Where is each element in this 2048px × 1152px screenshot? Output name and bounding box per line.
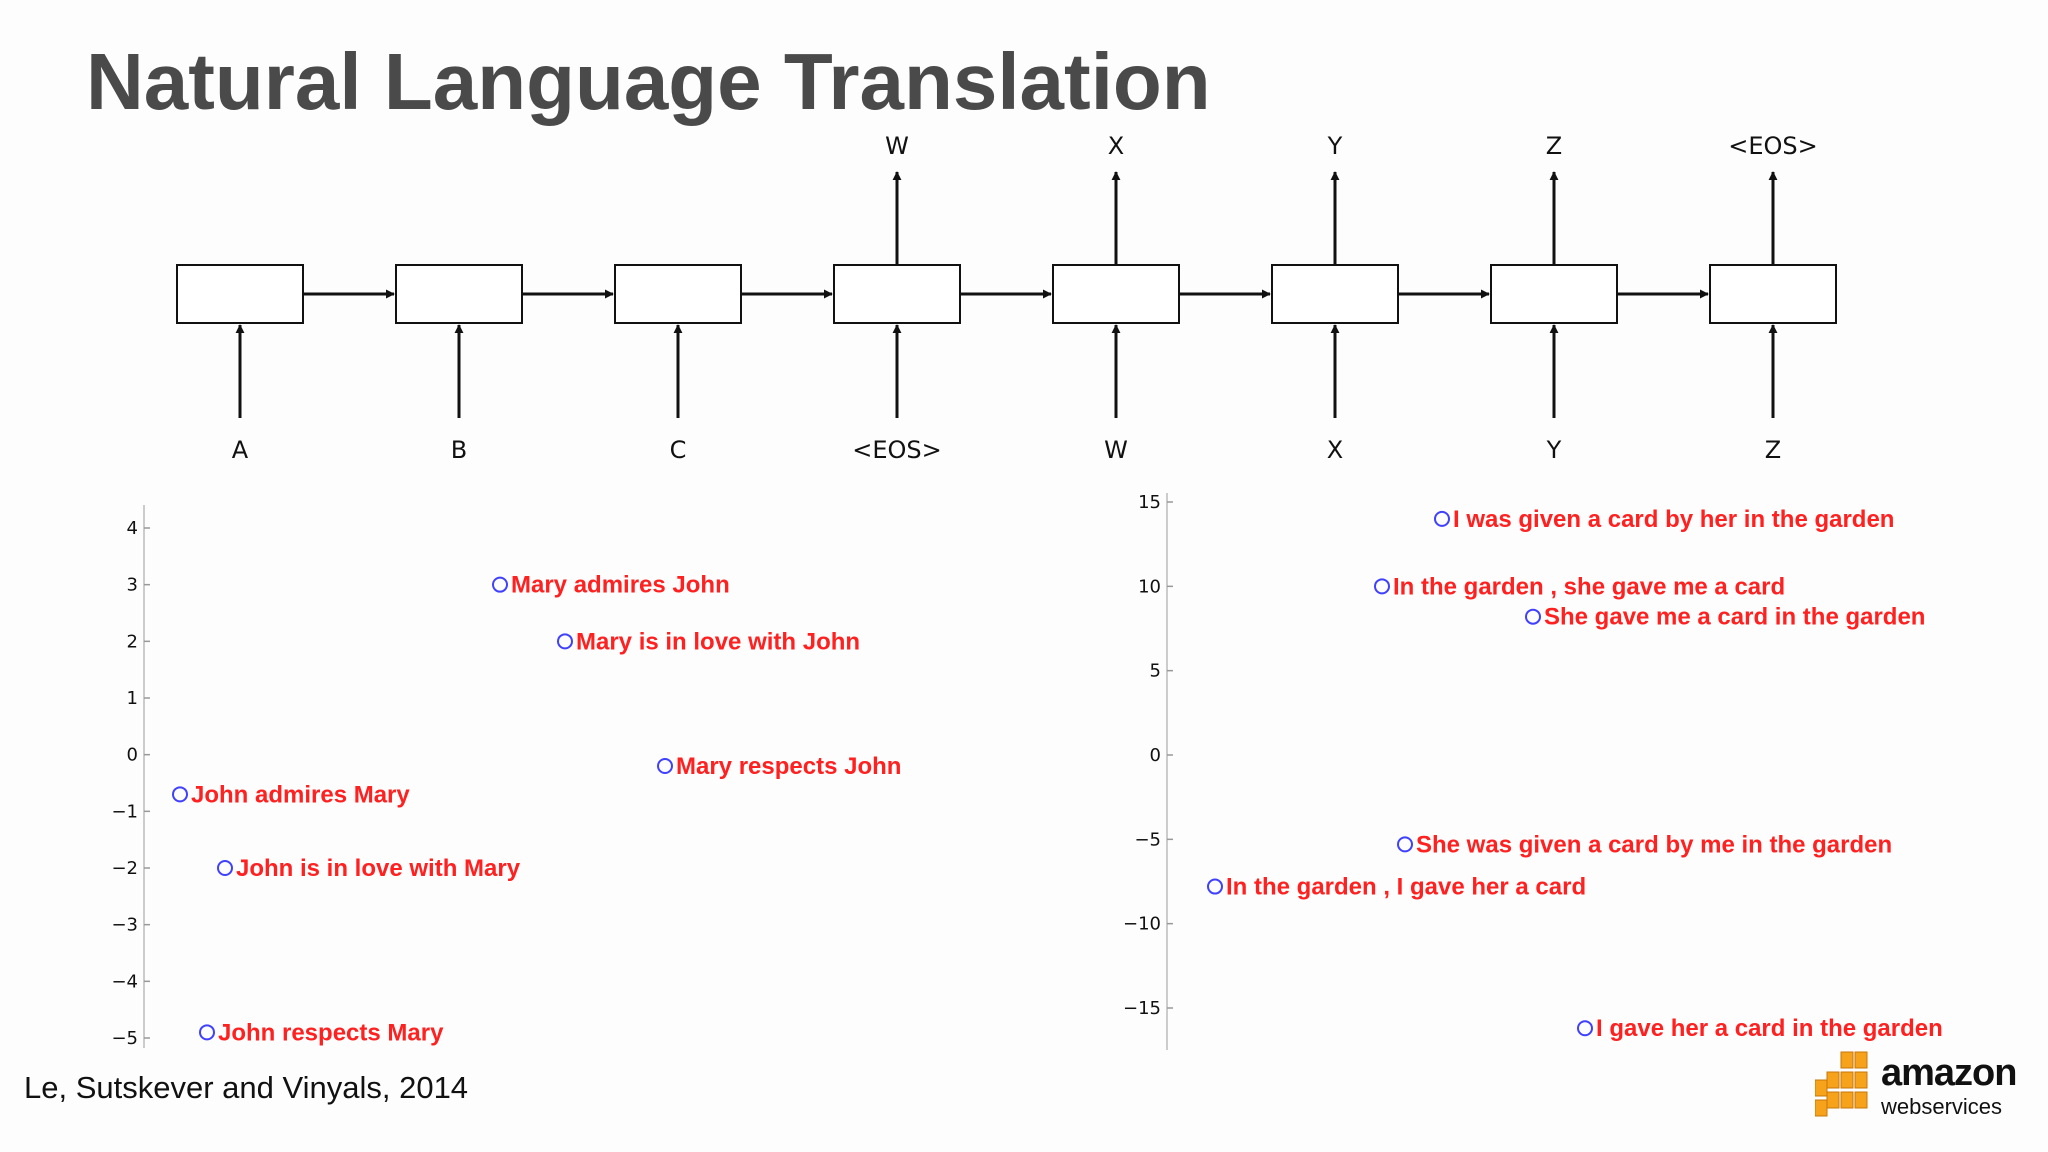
point-marker xyxy=(1577,1020,1593,1037)
y-tick-label: 0 xyxy=(1150,745,1161,766)
sentence-scatter-left: 4 3 2 1 0 −1 −2 −3 −4 −5 Mary admires John Mary is … xyxy=(111,505,901,1049)
point-label: Mary admires John xyxy=(511,572,730,599)
input-token: W xyxy=(1104,436,1128,464)
rnn-cell xyxy=(176,264,304,324)
point-marker xyxy=(1207,878,1223,895)
seq2seq-diagram: A B C <EOS> W W X X Y Y Z Z <EOS> xyxy=(176,132,1837,464)
point-label: She was given a card by me in the garden xyxy=(1416,831,1892,858)
y-tick-label: −5 xyxy=(111,1028,138,1049)
aws-logo: amazon webservices xyxy=(1814,1048,2025,1128)
point-marker xyxy=(1525,608,1541,625)
slide-title: Natural Language Translation xyxy=(86,37,1211,126)
aws-cube xyxy=(1814,1099,1828,1117)
y-tick-label: −3 xyxy=(111,915,138,936)
output-token: Z xyxy=(1546,132,1562,160)
point-marker xyxy=(657,758,673,774)
input-token: X xyxy=(1327,436,1343,464)
y-tick-label: 0 xyxy=(127,745,138,766)
y-tick-label: 3 xyxy=(127,575,138,596)
point-label: John is in love with Mary xyxy=(236,855,521,882)
input-token: C xyxy=(670,436,687,464)
y-tick-label: 5 xyxy=(1150,661,1161,682)
y-tick-label: −4 xyxy=(111,971,138,992)
input-token: B xyxy=(451,436,467,464)
output-token: Y xyxy=(1327,132,1343,160)
point-label: Mary is in love with John xyxy=(576,628,860,655)
point-label: In the garden , she gave me a card xyxy=(1393,573,1785,600)
output-token: X xyxy=(1108,132,1124,160)
aws-cube xyxy=(1826,1071,1840,1089)
point-marker xyxy=(217,860,233,876)
point-marker xyxy=(1374,578,1390,595)
aws-cube xyxy=(1840,1071,1854,1089)
aws-cube xyxy=(1854,1071,1868,1089)
citation: Le, Sutskever and Vinyals, 2014 xyxy=(24,1070,469,1105)
output-token: W xyxy=(885,132,909,160)
y-tick-label: −1 xyxy=(111,801,138,822)
rnn-cell xyxy=(1490,264,1618,324)
input-token: <EOS> xyxy=(852,436,942,464)
sentence-scatter-right: 15 10 5 0 −5 −10 −15 I was given a card by her … xyxy=(1123,492,1943,1050)
y-tick-label: −2 xyxy=(111,858,138,879)
point-label: I gave her a card in the garden xyxy=(1596,1015,1943,1042)
aws-cube xyxy=(1854,1051,1868,1069)
point-marker xyxy=(1397,836,1413,853)
input-token: Y xyxy=(1546,436,1562,464)
point-label: John admires Mary xyxy=(191,781,410,808)
point-label: Mary respects John xyxy=(676,753,901,780)
aws-cube xyxy=(1840,1051,1854,1069)
aws-cube xyxy=(1814,1079,1828,1097)
point-marker xyxy=(492,576,508,593)
point-label: In the garden , I gave her a card xyxy=(1226,874,1586,901)
rnn-cell xyxy=(614,264,742,324)
rnn-cell xyxy=(395,264,523,324)
point-label: John respects Mary xyxy=(218,1019,444,1046)
y-tick-label: −15 xyxy=(1123,998,1161,1019)
aws-subtitle: webservices xyxy=(1881,1094,2003,1119)
output-token: <EOS> xyxy=(1728,132,1818,160)
rnn-cell xyxy=(1052,264,1180,324)
aws-cube xyxy=(1826,1091,1840,1109)
rnn-cell xyxy=(833,264,961,324)
y-tick-label: −5 xyxy=(1134,829,1161,850)
aws-cube xyxy=(1840,1091,1854,1109)
point-label: She gave me a card in the garden xyxy=(1544,604,1925,631)
rnn-cell xyxy=(1709,264,1837,324)
point-marker xyxy=(1434,510,1450,527)
point-marker xyxy=(199,1024,215,1041)
point-marker xyxy=(172,786,188,803)
y-tick-label: −10 xyxy=(1123,914,1161,935)
y-tick-label: 15 xyxy=(1138,492,1161,513)
y-tick-label: 10 xyxy=(1138,576,1161,597)
rnn-cell xyxy=(1271,264,1399,324)
aws-wordmark: amazon xyxy=(1881,1052,2017,1094)
y-tick-label: 1 xyxy=(127,688,138,709)
aws-cube xyxy=(1854,1091,1868,1109)
y-tick-label: 2 xyxy=(127,631,138,652)
aws-cube-icon xyxy=(1814,1051,1868,1117)
point-label: I was given a card by her in the garden xyxy=(1453,506,1894,533)
input-token: A xyxy=(232,436,249,464)
input-token: Z xyxy=(1765,436,1781,464)
point-marker xyxy=(557,633,573,650)
y-tick-label: 4 xyxy=(127,518,138,539)
